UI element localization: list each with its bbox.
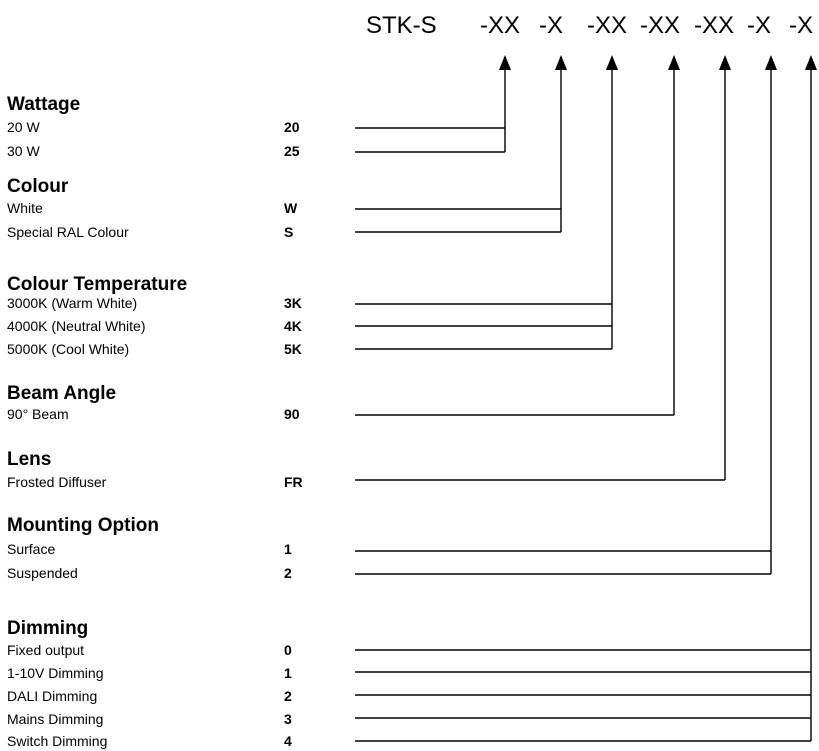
option-code-temp-3000k: 3K [284, 295, 302, 311]
option-code-colour-special-ral: S [284, 224, 294, 240]
option-code-wattage-20w: 20 [284, 119, 300, 135]
code-segment-beam-angle: -XX [640, 12, 681, 39]
option-label-wattage-20w: 20 W [7, 119, 40, 135]
option-label-dimming-fixed: Fixed output [7, 642, 85, 658]
option-label-lens-frosted: Frosted Diffuser [7, 474, 107, 490]
option-code-dimming-mains: 3 [284, 711, 292, 727]
code-segment-dimming: -X [789, 12, 813, 39]
option-label-temp-3000k: 3000K (Warm White) [7, 295, 138, 311]
code-segment-lens: -XX [694, 12, 735, 39]
option-label-colour-special-ral: Special RAL Colour [7, 224, 129, 240]
option-code-mount-surface: 1 [284, 541, 292, 557]
option-code-temp-5000k: 5K [284, 341, 302, 357]
arrow-head-wattage [499, 55, 511, 70]
option-label-colour-white: White [7, 200, 43, 216]
heading-dimming: Dimming [7, 618, 89, 639]
option-label-dimming-dali: DALI Dimming [7, 688, 98, 704]
option-code-lens-frosted: FR [284, 474, 303, 490]
option-code-mount-suspended: 2 [284, 565, 292, 581]
option-code-temp-4000k: 4K [284, 318, 302, 334]
option-code-dimming-1-10v: 1 [284, 665, 292, 681]
option-code-dimming-switch: 4 [284, 733, 292, 749]
option-label-dimming-1-10v: 1-10V Dimming [7, 665, 104, 681]
option-code-beam-90: 90 [284, 406, 300, 422]
code-segment-wattage: -XX [480, 12, 521, 39]
option-code-dimming-fixed: 0 [284, 642, 292, 658]
option-label-temp-4000k: 4000K (Neutral White) [7, 318, 146, 334]
arrow-head-colour-temperature [606, 55, 618, 70]
option-label-mount-surface: Surface [7, 541, 56, 557]
arrow-head-mounting-option [765, 55, 777, 70]
option-label-dimming-mains: Mains Dimming [7, 711, 104, 727]
option-label-beam-90: 90° Beam [7, 406, 69, 422]
option-label-wattage-30w: 30 W [7, 143, 40, 159]
heading-beam-angle: Beam Angle [7, 383, 117, 404]
option-code-colour-white: W [284, 200, 298, 216]
arrow-head-dimming [805, 55, 817, 70]
arrow-head-lens [719, 55, 731, 70]
arrow-head-beam-angle [668, 55, 680, 70]
code-segment-colour-temperature: -XX [587, 12, 628, 39]
option-label-dimming-switch: Switch Dimming [7, 733, 108, 749]
option-label-mount-suspended: Suspended [7, 565, 78, 581]
code-segment-colour: -X [539, 12, 563, 39]
heading-colour-temperature: Colour Temperature [7, 274, 188, 295]
heading-colour: Colour [7, 176, 69, 197]
heading-lens: Lens [7, 449, 52, 470]
code-prefix: STK-S [366, 12, 437, 39]
heading-wattage: Wattage [7, 94, 81, 115]
option-code-wattage-30w: 25 [284, 143, 300, 159]
option-code-dimming-dali: 2 [284, 688, 292, 704]
code-segment-mounting-option: -X [747, 12, 771, 39]
heading-mounting-option: Mounting Option [7, 515, 159, 536]
option-label-temp-5000k: 5000K (Cool White) [7, 341, 130, 357]
arrow-head-colour [555, 55, 567, 70]
